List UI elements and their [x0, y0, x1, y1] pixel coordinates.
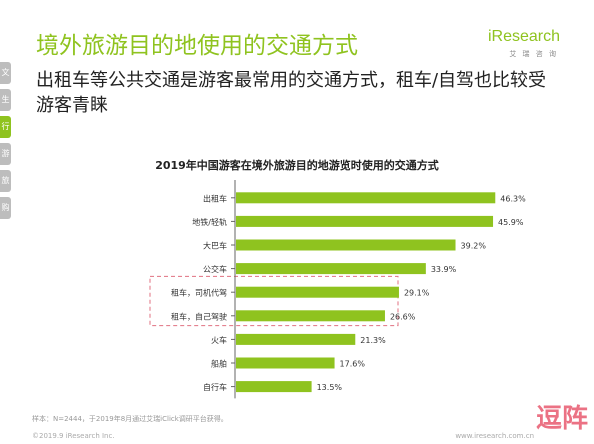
category-label: 船舶: [211, 359, 227, 369]
bar: [236, 192, 496, 204]
bar: [236, 357, 335, 369]
chart-title: 2019年中国游客在境外旅游目的地游览时使用的交通方式: [155, 159, 439, 172]
watermark: 逗阵: [535, 404, 588, 434]
side-tab[interactable]: 购: [0, 197, 11, 219]
value-label: 46.3%: [500, 194, 526, 203]
value-label: 21.3%: [360, 336, 386, 345]
sample-footnote: 样本：N=2444，于2019年8月通过艾瑞iClick调研平台获得。: [32, 415, 228, 423]
page-title: 境外旅游目的地使用的交通方式: [36, 33, 358, 59]
bar: [236, 263, 426, 275]
bar: [236, 239, 456, 251]
bar-chart: 出租车 46.3% 地铁/轻轨 45.9% 大巴车 39.2% 公交车 33.9% 租车，司机代…: [149, 180, 526, 399]
logo-wordmark: iResearch: [487, 28, 560, 45]
value-label: 33.9%: [431, 265, 457, 274]
bar: [236, 310, 385, 322]
value-label: 17.6%: [340, 360, 366, 369]
value-label: 39.2%: [461, 242, 487, 251]
value-label: 45.9%: [498, 218, 524, 227]
value-label: 13.5%: [317, 383, 343, 392]
side-tab-active[interactable]: 行: [0, 116, 11, 138]
page-subtitle: 出租车等公共交通是游客最常用的交通方式，租车/自驾也比较受游客青睐: [36, 70, 547, 116]
bar: [236, 286, 399, 298]
bar: [236, 381, 312, 393]
category-label: 地铁/轻轨: [192, 217, 227, 227]
bar: [236, 215, 494, 227]
category-label: 公交车: [203, 264, 227, 274]
logo-subtext: 艾 瑞 咨 询: [509, 50, 558, 58]
site-url: www.iresearch.com.cn: [455, 432, 534, 440]
category-label: 租车，司机代驾: [171, 288, 227, 298]
copyright-text: ©2019.9 iResearch Inc.: [32, 432, 115, 440]
category-label: 出租车: [203, 193, 227, 203]
category-label: 火车: [211, 335, 227, 345]
category-label: 自行车: [203, 382, 227, 392]
side-tab-strip: 文 生 行 游 旅 购: [0, 62, 11, 224]
highlight-box: [149, 275, 399, 327]
side-tab[interactable]: 生: [0, 89, 11, 111]
value-label: 29.1%: [404, 289, 430, 298]
iresearch-logo: iResearch 艾 瑞 咨 询: [470, 28, 560, 68]
side-tab[interactable]: 游: [0, 143, 11, 165]
side-tab[interactable]: 旅: [0, 170, 11, 192]
value-label: 26.6%: [390, 312, 416, 321]
category-label: 租车，自己驾驶: [171, 311, 227, 321]
category-label: 大巴车: [203, 241, 227, 251]
side-tab[interactable]: 文: [0, 62, 11, 84]
bar: [236, 333, 356, 345]
